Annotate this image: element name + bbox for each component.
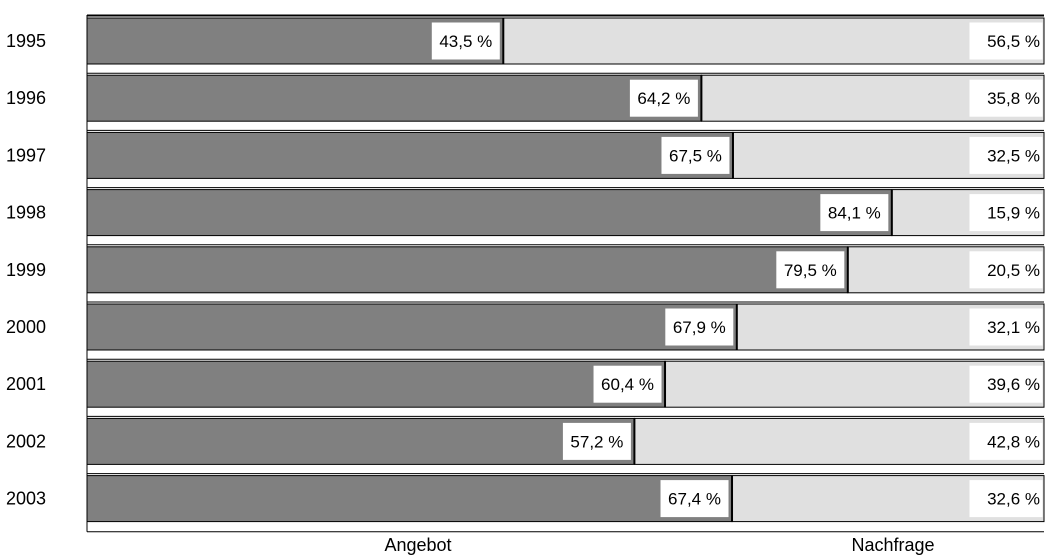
value-labels: 43,5 % 56,5 % 64,2 % 35,8 % 67,5 % 32,5 % 84,1… [431,22,1043,518]
value-label-nachfrage-2001: 39,6 % [987,375,1040,394]
label-box-angebot-2000 [665,308,734,346]
year-labels: 1995 1996 1997 1998 1999 2000 2001 2002 2003 [6,31,46,509]
value-label-nachfrage-1995: 56,5 % [987,32,1040,51]
label-box-angebot-2003 [660,480,729,518]
legend-label-angebot: Angebot [384,535,451,555]
bar-angebot-1998 [86,189,893,237]
label-box-nachfrage-1999 [969,251,1043,289]
label-box-nachfrage-1995 [969,22,1043,60]
bar-angebot-2002 [86,417,635,465]
chart-frame [86,14,1044,533]
year-label-2002: 2002 [6,431,46,451]
value-label-angebot-1996: 64,2 % [637,89,690,108]
label-box-nachfrage-1998 [969,194,1043,232]
year-label-2001: 2001 [6,374,46,394]
bar-angebot-2003 [86,475,733,523]
value-label-angebot-2003: 67,4 % [668,490,721,509]
year-label-1997: 1997 [6,145,46,165]
bar-angebot-2001 [86,360,666,408]
label-box-nachfrage-2000 [969,308,1043,346]
label-box-angebot-1998 [820,194,889,232]
label-box-nachfrage-1996 [969,79,1043,117]
bar-angebot-2000 [86,303,738,351]
bar-angebot-1999 [86,246,849,294]
value-label-angebot-1997: 67,5 % [669,146,722,165]
value-label-angebot-2001: 60,4 % [601,375,654,394]
bar-angebot-1997 [86,131,734,179]
label-box-angebot-1996 [629,79,698,117]
value-label-angebot-1998: 84,1 % [828,204,881,223]
value-label-nachfrage-2002: 42,8 % [987,432,1040,451]
label-box-nachfrage-2001 [969,365,1043,403]
year-label-2003: 2003 [6,489,46,509]
value-label-nachfrage-2003: 32,6 % [987,490,1040,509]
year-label-1995: 1995 [6,31,46,51]
value-label-nachfrage-1997: 32,5 % [987,146,1040,165]
year-label-2000: 2000 [6,317,46,337]
label-box-angebot-2002 [562,422,631,460]
legend: Angebot Nachfrage [384,535,934,555]
label-box-nachfrage-2003 [969,480,1043,518]
label-box-angebot-1995 [431,22,500,60]
legend-label-nachfrage: Nachfrage [851,535,934,555]
value-label-angebot-2002: 57,2 % [570,432,623,451]
value-label-nachfrage-1996: 35,8 % [987,89,1040,108]
value-label-nachfrage-1999: 20,5 % [987,261,1040,280]
value-label-angebot-2000: 67,9 % [673,318,726,337]
label-box-nachfrage-2002 [969,422,1043,460]
value-label-angebot-1999: 79,5 % [784,261,837,280]
label-box-angebot-2001 [593,365,662,403]
value-label-nachfrage-1998: 15,9 % [987,204,1040,223]
label-box-angebot-1997 [661,136,730,174]
bar-nachfrage-1995 [502,17,1045,65]
year-label-1998: 1998 [6,203,46,223]
year-label-1999: 1999 [6,260,46,280]
label-box-nachfrage-1997 [969,136,1043,174]
value-label-nachfrage-2000: 32,1 % [987,318,1040,337]
year-label-1996: 1996 [6,88,46,108]
label-box-angebot-1999 [776,251,845,289]
value-label-angebot-1995: 43,5 % [439,32,492,51]
bar-angebot-1996 [86,74,702,122]
